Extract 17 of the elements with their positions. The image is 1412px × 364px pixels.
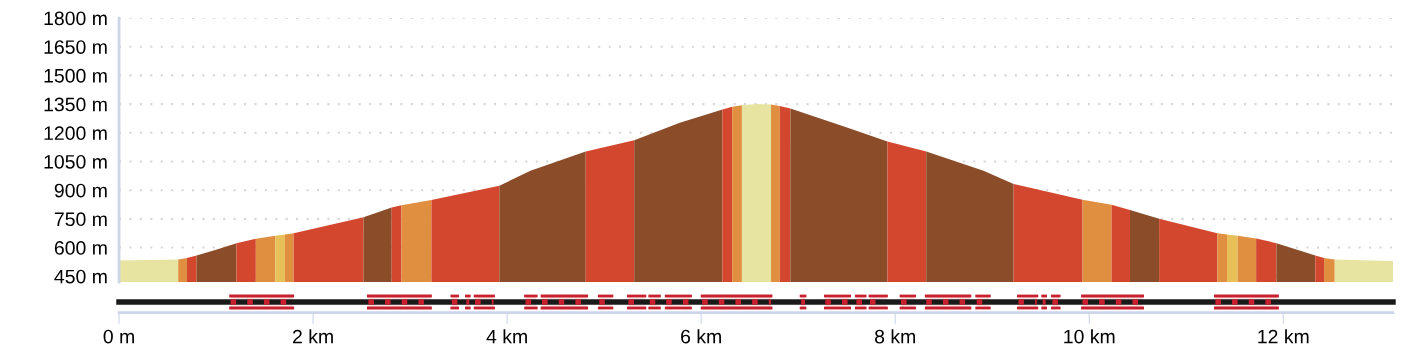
- y-tick-label: 1800 m: [44, 11, 107, 26]
- x-tick-label: 4 km: [486, 329, 527, 344]
- x-tick-label: 8 km: [874, 329, 915, 344]
- x-tick-label: 0 m: [103, 329, 134, 344]
- y-tick-label: 1050 m: [44, 154, 107, 169]
- y-tick-label: 1350 m: [44, 97, 107, 112]
- x-tick-label: 2 km: [292, 329, 333, 344]
- y-tick-label: 450 m: [54, 269, 107, 284]
- y-tick-label: 1200 m: [44, 126, 107, 141]
- x-tick-label: 10 km: [1064, 329, 1115, 344]
- x-tick-label: 6 km: [681, 329, 721, 344]
- y-tick-label: 750 m: [54, 212, 107, 227]
- y-tick-label: 600 m: [54, 241, 107, 255]
- x-tick-label: 12 km: [1258, 329, 1309, 344]
- y-tick-label: 900 m: [54, 183, 107, 198]
- y-tick-label: 1650 m: [44, 40, 107, 54]
- y-tick-label: 1500 m: [44, 68, 107, 83]
